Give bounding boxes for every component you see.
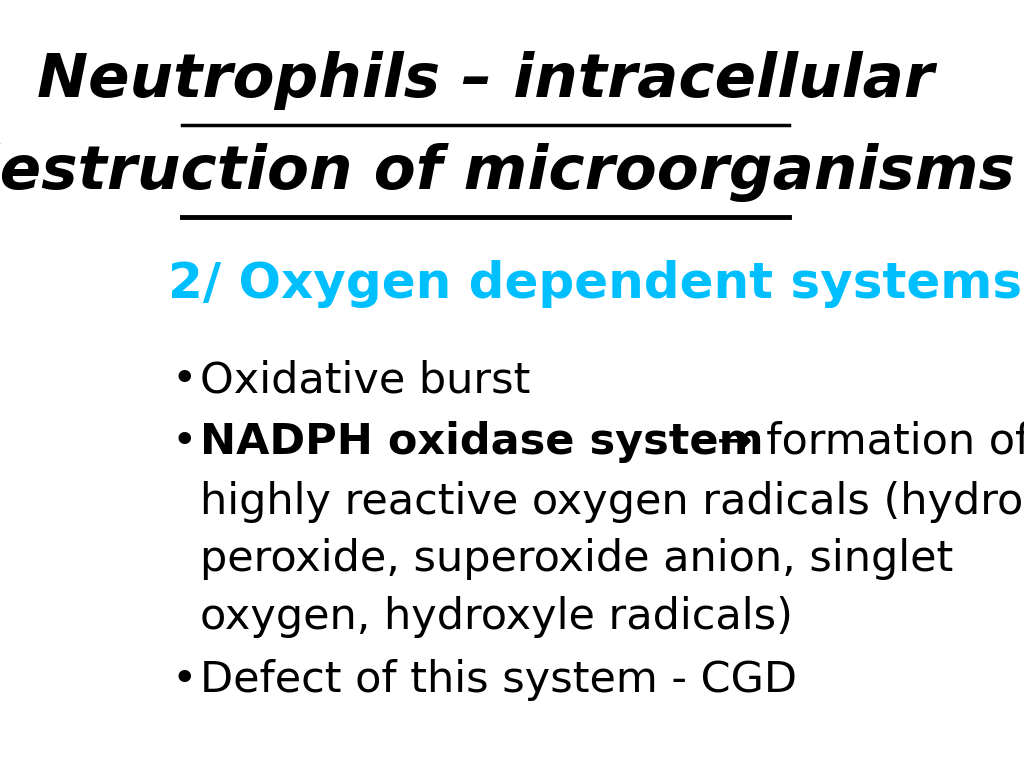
Text: NADPH oxidase system: NADPH oxidase system <box>200 421 763 462</box>
Text: •: • <box>171 421 197 462</box>
Text: Oxidative burst: Oxidative burst <box>200 359 530 401</box>
Text: Defect of this system - CGD: Defect of this system - CGD <box>200 659 797 700</box>
Text: oxygen, hydroxyle radicals): oxygen, hydroxyle radicals) <box>200 596 793 637</box>
Text: peroxide, superoxide anion, singlet: peroxide, superoxide anion, singlet <box>200 538 953 580</box>
Text: 2/ Oxygen dependent systems: 2/ Oxygen dependent systems <box>168 260 1022 308</box>
Text: → formation of: → formation of <box>703 421 1024 462</box>
Text: Neutrophils – intracellular: Neutrophils – intracellular <box>37 51 934 110</box>
Text: highly reactive oxygen radicals (hydrogen: highly reactive oxygen radicals (hydroge… <box>200 481 1024 522</box>
Text: •: • <box>171 359 197 401</box>
Text: •: • <box>171 659 197 700</box>
Text: destruction of microorganisms: destruction of microorganisms <box>0 144 1015 202</box>
